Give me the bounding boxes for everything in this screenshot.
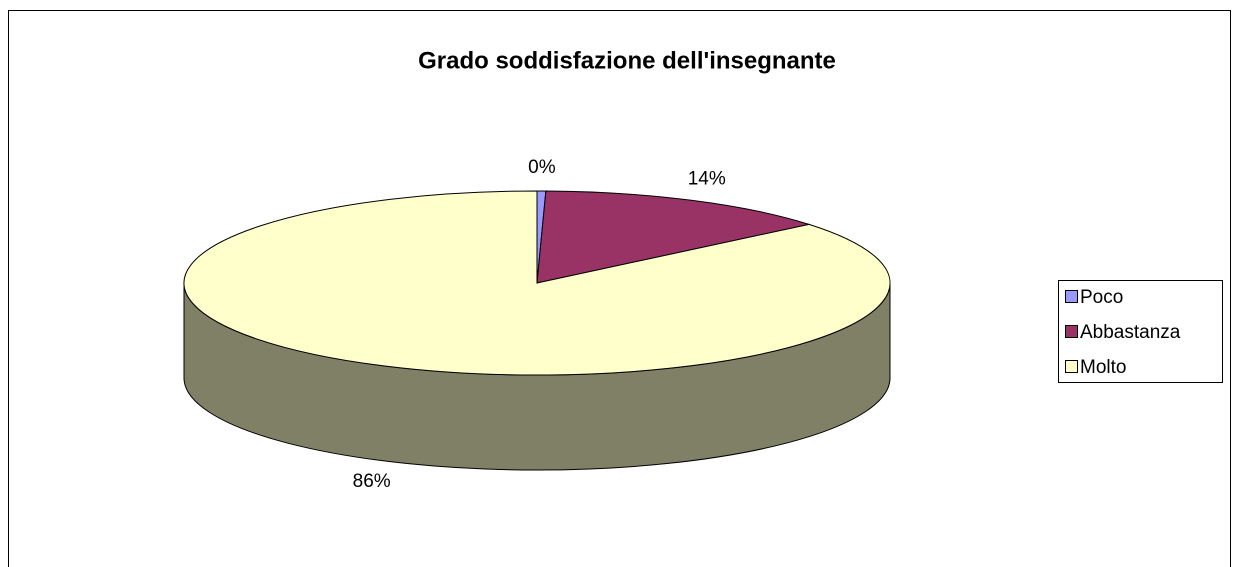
legend-label: Abbastanza xyxy=(1080,322,1181,343)
legend-entries: Poco Abbastanza Molto xyxy=(1065,287,1181,378)
data-label: 14% xyxy=(688,169,726,190)
chart-title: Grado soddisfazione dell'insegnante xyxy=(418,47,836,74)
pie-slice xyxy=(183,190,891,376)
data-label: 86% xyxy=(353,471,391,492)
pie-slice xyxy=(536,190,811,284)
legend-label: Molto xyxy=(1080,357,1126,378)
legend-swatch xyxy=(1065,325,1078,338)
chart-frame xyxy=(8,10,1231,567)
legend-swatch xyxy=(1065,360,1078,373)
pie: 0% 14% 86% xyxy=(183,157,891,492)
legend-swatch xyxy=(1065,290,1078,303)
legend xyxy=(1058,280,1223,383)
legend-label: Poco xyxy=(1080,287,1123,308)
data-label: 0% xyxy=(528,157,556,178)
